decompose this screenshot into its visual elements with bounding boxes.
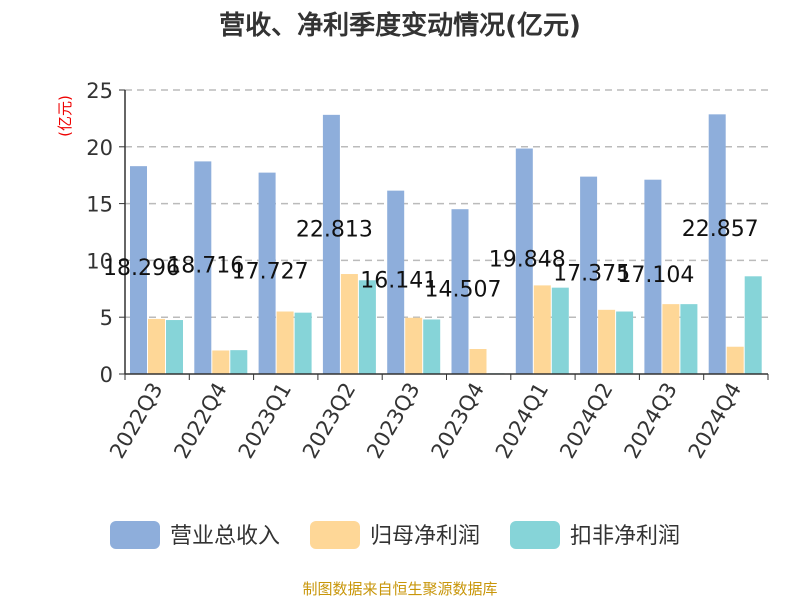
bar-1: [469, 349, 487, 374]
x-tick-label: 2024Q4: [684, 379, 746, 463]
x-tick-label: 2023Q4: [427, 379, 489, 463]
bar-2: [680, 304, 698, 374]
x-tick-label: 2022Q3: [105, 379, 167, 463]
data-label: 22.857: [682, 217, 759, 242]
bar-1: [726, 346, 744, 374]
data-label: 18.296: [103, 256, 180, 281]
data-label: 17.104: [617, 263, 694, 288]
bar-0: [580, 176, 598, 374]
bar-1: [276, 311, 294, 374]
bar-1: [662, 304, 680, 374]
bar-2: [230, 350, 248, 374]
bar-2: [358, 280, 376, 374]
bar-0: [258, 172, 276, 374]
x-tick-label: 2023Q2: [298, 379, 360, 463]
legend-label: 营业总收入: [170, 524, 280, 549]
bar-0: [451, 209, 469, 374]
bar-2: [551, 287, 569, 374]
x-tick-label: 2024Q1: [491, 379, 553, 463]
x-tick-label: 2022Q4: [169, 379, 231, 463]
legend-swatch: [310, 521, 360, 549]
data-label: 22.813: [296, 217, 373, 242]
bar-1: [212, 350, 230, 374]
bar-0: [708, 114, 726, 374]
data-label: 18.716: [167, 254, 244, 279]
bar-0: [515, 148, 533, 374]
x-tick-label: 2024Q2: [555, 379, 617, 463]
bar-2: [294, 312, 312, 374]
bar-0: [322, 114, 340, 374]
x-tick-label: 2024Q3: [619, 379, 681, 463]
data-label: 16.141: [360, 268, 437, 293]
x-tick-label: 2023Q1: [234, 379, 296, 463]
bar-1: [148, 318, 165, 374]
y-tick-label: 25: [86, 79, 113, 103]
bar-2: [166, 320, 183, 374]
x-tick-label: 2023Q3: [362, 379, 424, 463]
y-tick-label: 20: [86, 136, 113, 160]
bar-0: [194, 161, 212, 374]
bar-0: [130, 166, 147, 374]
data-label: 17.375: [553, 261, 630, 286]
bar-1: [598, 309, 616, 374]
bar-2: [616, 311, 634, 374]
legend-label: 扣非净利润: [570, 524, 680, 549]
legend-label: 归母净利润: [370, 524, 480, 549]
y-axis-label: (亿元): [56, 95, 74, 137]
y-tick-label: 15: [86, 193, 113, 217]
bar-2: [744, 276, 762, 374]
footer-source: 制图数据来自恒生聚源数据库: [302, 580, 497, 598]
y-tick-label: 0: [100, 363, 113, 387]
chart-title: 营收、净利季度变动情况(亿元): [219, 10, 581, 41]
y-tick-label: 5: [100, 306, 113, 330]
bar-0: [387, 190, 405, 374]
bar-1: [405, 317, 423, 374]
y-tick-label: 10: [86, 249, 113, 273]
data-label: 17.727: [232, 259, 309, 284]
legend-swatch: [110, 521, 160, 549]
data-label: 19.848: [489, 247, 566, 272]
bar-1: [340, 274, 358, 374]
bar-2: [423, 319, 441, 374]
bar-0: [644, 179, 662, 374]
legend-swatch: [510, 521, 560, 549]
bar-1: [533, 285, 551, 374]
data-label: 14.507: [425, 278, 502, 303]
